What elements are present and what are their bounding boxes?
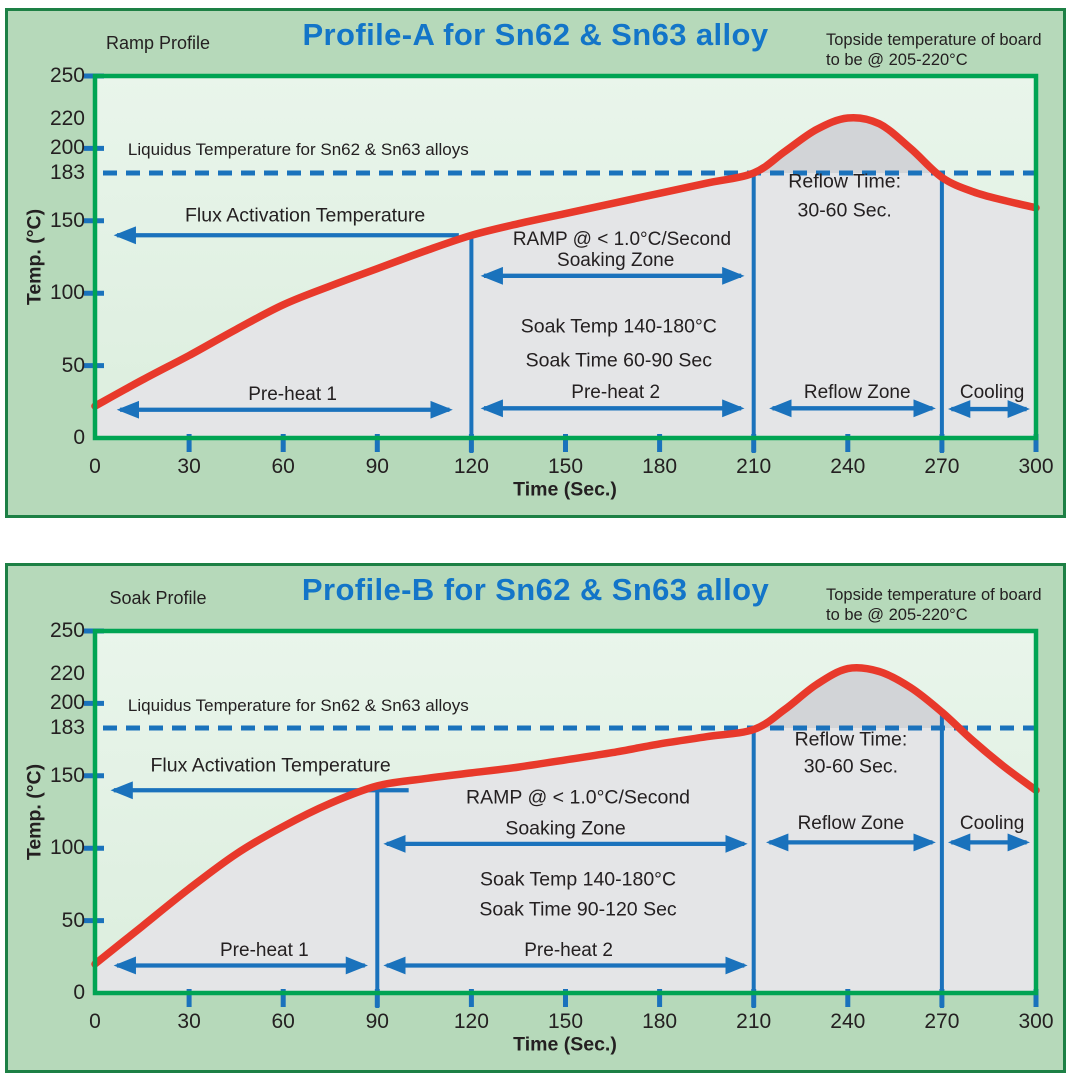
y-tick-label: 220 bbox=[49, 107, 85, 131]
topside-note-line1: Topside temperature of board bbox=[826, 31, 1042, 49]
topside-note-line2: to be @ 205-220°C bbox=[826, 51, 968, 70]
cooling-label: Cooling bbox=[959, 382, 1025, 404]
reflow-time-label-line1: Reflow Time: bbox=[788, 170, 902, 193]
y-tick-label: 220 bbox=[49, 662, 85, 686]
ramp-rate-label: RAMP @ < 1.0°C/Second bbox=[512, 228, 732, 250]
x-tick-label: 30 bbox=[177, 1010, 201, 1033]
x-tick-label: 150 bbox=[547, 455, 584, 478]
x-tick-label: 90 bbox=[365, 455, 389, 478]
soaking-zone-label: Soaking Zone bbox=[505, 817, 626, 840]
plot-border bbox=[92, 73, 1039, 441]
x-tick-label: 150 bbox=[547, 1010, 584, 1033]
x-tick-label: 240 bbox=[830, 455, 866, 478]
preheat2-label: Pre-heat 2 bbox=[524, 940, 613, 961]
x-tick-label: 120 bbox=[453, 455, 489, 478]
profile-b-subtitle: Soak Profile bbox=[109, 588, 207, 608]
ramp-rate-label: RAMP @ < 1.0°C/Second bbox=[466, 786, 691, 809]
profile-b-y-axis-title: Temp. (°C) bbox=[23, 763, 46, 861]
reflow-time-label-line2: 30-60 Sec. bbox=[803, 755, 899, 778]
x-tick-label: 210 bbox=[736, 455, 772, 478]
profile-a-chart bbox=[84, 73, 1040, 453]
reflow-zone-label: Reflow Zone bbox=[803, 382, 911, 404]
y-tick-label: 183 bbox=[49, 161, 85, 185]
x-tick-label: 30 bbox=[177, 455, 201, 478]
preheat2-label: Pre-heat 2 bbox=[571, 382, 661, 404]
y-tick-label: 50 bbox=[61, 908, 85, 932]
soak-time-label: Soak Time 90-120 Sec bbox=[479, 898, 677, 921]
x-tick-label: 270 bbox=[924, 455, 960, 478]
x-tick-label: 0 bbox=[89, 455, 101, 478]
x-tick-label: 210 bbox=[736, 1010, 772, 1033]
above-liquidus-fill bbox=[753, 118, 938, 173]
soak-temp-label: Soak Temp 140-180°C bbox=[520, 315, 717, 337]
soak-time-label: Soak Time 60-90 Sec bbox=[525, 349, 713, 372]
x-tick-label: 300 bbox=[1018, 455, 1054, 478]
profile-a-title: Profile-A for Sn62 & Sn63 alloy bbox=[302, 17, 769, 52]
profile-a-y-axis-title: Temp. (°C) bbox=[23, 208, 46, 306]
x-tick-label: 60 bbox=[271, 455, 295, 478]
plot-border bbox=[92, 628, 1039, 996]
profile-a-x-axis-title: Time (Sec.) bbox=[513, 478, 617, 501]
profile-a-annotation-layer: 0 30 60 90 120 150 180 210 240 270 300 250 220 200 183… bbox=[8, 11, 1069, 521]
profile-a-topside-note: Topside temperature of board to be @ 205… bbox=[826, 30, 1042, 70]
profile-a-subtitle: Ramp Profile bbox=[105, 33, 211, 53]
y-tick-label: 100 bbox=[49, 281, 85, 305]
profile-b-title: Profile-B for Sn62 & Sn63 alloy bbox=[301, 572, 770, 607]
y-tick-label: 100 bbox=[49, 836, 85, 860]
profile-b-panel: 0 30 60 90 120 150 180 210 240 270 300 250 220 200 183… bbox=[5, 563, 1066, 1073]
y-tick-label: 50 bbox=[61, 353, 85, 377]
topside-note-line1: Topside temperature of board bbox=[826, 586, 1042, 604]
flux-activation-label: Flux Activation Temperature bbox=[150, 754, 391, 777]
temperature-curve bbox=[91, 663, 1040, 968]
profile-b-annotation-layer: 0 30 60 90 120 150 180 210 240 270 300 250 220 200 183… bbox=[8, 566, 1069, 1076]
y-tick-label: 0 bbox=[73, 426, 85, 449]
preheat1-label: Pre-heat 1 bbox=[220, 940, 309, 961]
temperature-curve bbox=[91, 114, 1040, 410]
profile-a-panel: 0 30 60 90 120 150 180 210 240 270 300 250 220 200 183… bbox=[5, 8, 1066, 518]
x-tick-label: 0 bbox=[89, 1010, 101, 1033]
x-tick-label: 270 bbox=[924, 1010, 960, 1033]
reflow-time-label-line2: 30-60 Sec. bbox=[797, 199, 892, 222]
x-tick-label: 180 bbox=[642, 455, 678, 478]
x-tick-label: 300 bbox=[1018, 1010, 1054, 1033]
y-tick-label: 150 bbox=[49, 208, 85, 232]
y-tick-label: 150 bbox=[49, 763, 85, 787]
profile-b-topside-note: Topside temperature of board to be @ 205… bbox=[826, 585, 1042, 625]
x-tick-label: 60 bbox=[271, 1010, 295, 1033]
under-curve-fill bbox=[95, 667, 1036, 993]
soaking-zone-label: Soaking Zone bbox=[557, 250, 675, 272]
above-liquidus-fill bbox=[755, 668, 960, 728]
y-tick-label: 200 bbox=[49, 136, 85, 160]
profile-b-x-axis-title: Time (Sec.) bbox=[513, 1033, 617, 1056]
liquidus-label: Liquidus Temperature for Sn62 & Sn63 all… bbox=[127, 696, 469, 716]
topside-note-line2: to be @ 205-220°C bbox=[826, 606, 968, 625]
preheat1-label: Pre-heat 1 bbox=[248, 383, 337, 405]
x-tick-label: 90 bbox=[365, 1010, 389, 1033]
y-tick-label: 250 bbox=[49, 619, 85, 642]
y-tick-label: 200 bbox=[49, 691, 85, 715]
liquidus-label: Liquidus Temperature for Sn62 & Sn63 all… bbox=[127, 139, 469, 159]
y-tick-label: 183 bbox=[49, 716, 85, 740]
soak-temp-label: Soak Temp 140-180°C bbox=[480, 868, 677, 891]
y-tick-label: 250 bbox=[49, 64, 85, 87]
x-tick-label: 120 bbox=[453, 1010, 489, 1033]
x-tick-label: 240 bbox=[830, 1010, 866, 1033]
reflow-zone-label: Reflow Zone bbox=[797, 812, 905, 834]
y-tick-label: 0 bbox=[73, 981, 85, 1004]
profile-b-chart bbox=[84, 628, 1040, 1008]
reflow-time-label-line1: Reflow Time: bbox=[794, 728, 908, 751]
x-tick-label: 180 bbox=[642, 1010, 678, 1033]
cooling-label: Cooling bbox=[959, 812, 1025, 834]
flux-activation-label: Flux Activation Temperature bbox=[185, 204, 426, 227]
